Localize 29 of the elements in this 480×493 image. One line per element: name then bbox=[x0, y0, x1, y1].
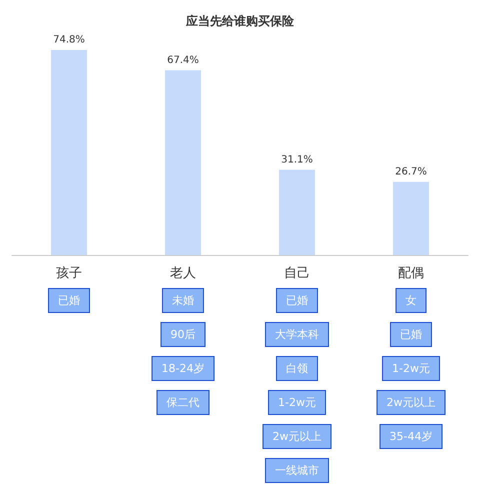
bar bbox=[51, 50, 87, 255]
text: 已婚 bbox=[276, 288, 318, 313]
text: 18-24岁 bbox=[152, 356, 214, 381]
data-label: 31.1% bbox=[281, 154, 313, 166]
text: 2w元以上 bbox=[376, 390, 446, 415]
text: 1-2w元 bbox=[382, 356, 440, 381]
text: 保二代 bbox=[156, 390, 210, 415]
text: 大学本科 bbox=[265, 322, 329, 347]
data-label: 67.4% bbox=[167, 54, 199, 66]
bar bbox=[393, 182, 429, 255]
bar bbox=[165, 70, 201, 255]
text: 90后 bbox=[160, 322, 206, 347]
text: 2w元以上 bbox=[262, 424, 332, 449]
text: 白领 bbox=[276, 356, 318, 381]
text: 已婚 bbox=[48, 288, 90, 313]
x-tick-label: 配偶 bbox=[398, 266, 424, 281]
x-tick-label: 自己 bbox=[284, 266, 310, 281]
bar bbox=[279, 170, 315, 255]
x-tick-label: 孩子 bbox=[56, 266, 82, 281]
text: 女 bbox=[396, 288, 426, 313]
chart-title: 应当先给谁购买保险 bbox=[185, 14, 295, 28]
text: 1-2w元 bbox=[268, 390, 326, 415]
data-label: 74.8% bbox=[53, 34, 85, 46]
text: 已婚 bbox=[390, 322, 432, 347]
data-label: 26.7% bbox=[395, 166, 427, 178]
text: 35-44岁 bbox=[380, 424, 442, 449]
text: 一线城市 bbox=[265, 458, 329, 483]
text: 未婚 bbox=[162, 288, 204, 313]
x-tick-label: 老人 bbox=[170, 266, 196, 281]
